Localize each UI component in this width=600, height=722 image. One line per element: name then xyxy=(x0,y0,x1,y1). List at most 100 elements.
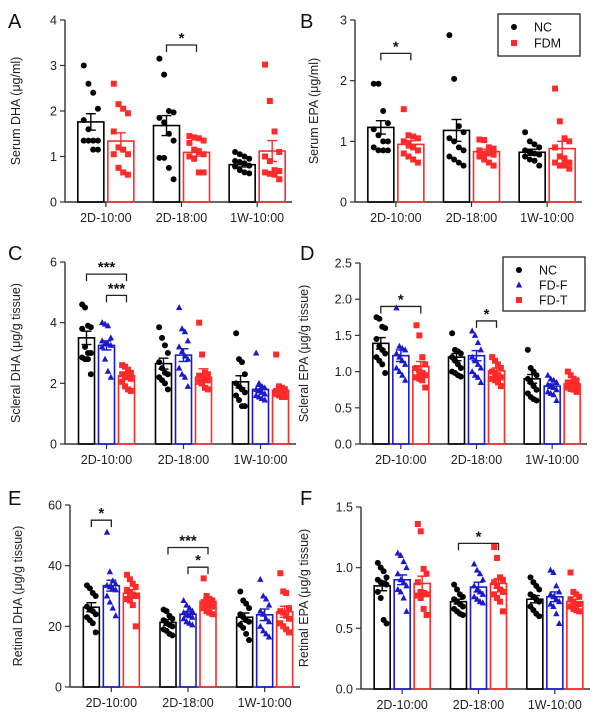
data-point-fdm xyxy=(262,61,269,68)
data-point-fdm xyxy=(186,139,193,146)
y-axis-title: Retinal EPA (μg/g tissue) xyxy=(297,529,311,667)
data-point-nc xyxy=(446,32,453,39)
data-point-fd-f xyxy=(180,597,187,604)
data-point-fd-f xyxy=(178,325,186,332)
data-point-fd-f xyxy=(397,588,404,595)
data-point-fd-f xyxy=(479,590,487,597)
data-point-fd-t xyxy=(281,393,288,400)
x-tick-label: 2D-10:00 xyxy=(80,211,131,225)
data-point-nc xyxy=(85,137,92,144)
data-point-fdm xyxy=(414,135,421,142)
x-tick-label: 1W-10:00 xyxy=(230,211,284,225)
legend-marker-fd-f xyxy=(515,281,523,288)
data-point-nc xyxy=(370,126,377,133)
y-tick-label: 2.5 xyxy=(335,257,352,271)
bar-nc xyxy=(152,124,181,203)
data-point-fd-t xyxy=(283,626,290,633)
y-tick-label: 6 xyxy=(50,256,57,270)
y-tick-label: 3 xyxy=(50,59,57,73)
y-axis-title: Serum EPA (μg/ml) xyxy=(307,58,321,164)
data-point-fd-f xyxy=(553,386,560,393)
y-tick-label: 60 xyxy=(48,499,62,513)
data-point-fd-f xyxy=(178,370,186,377)
data-point-fd-t xyxy=(123,571,130,578)
data-point-fd-t xyxy=(280,609,287,616)
data-point-nc xyxy=(526,156,533,163)
data-point-fd-f xyxy=(106,598,114,605)
data-point-fd-t xyxy=(573,388,580,395)
significance-bracket xyxy=(165,44,198,53)
data-point-fd-t xyxy=(204,386,211,393)
data-point-nc xyxy=(233,330,240,337)
data-point-fd-f xyxy=(107,334,115,341)
data-point-fdm xyxy=(186,133,193,140)
data-point-fd-t xyxy=(280,623,287,630)
data-point-nc xyxy=(246,162,253,169)
panel-f: F Retinal EPA (μg/g tissue) 0.0 0.5 1.0 1.5 2D… xyxy=(297,488,590,712)
data-point-fdm xyxy=(566,159,573,166)
data-point-nc xyxy=(232,148,239,155)
data-point-nc xyxy=(80,117,87,124)
data-point-fd-t xyxy=(281,386,288,393)
data-point-fd-f xyxy=(265,633,273,640)
data-point-nc xyxy=(161,71,168,78)
data-point-nc xyxy=(382,370,389,377)
data-point-fd-t xyxy=(417,595,424,601)
data-point-fdm xyxy=(262,153,269,160)
significance-label: * xyxy=(484,306,490,323)
data-point-fd-t xyxy=(204,371,211,378)
data-point-fd-t xyxy=(119,378,126,385)
data-point-nc xyxy=(246,636,253,643)
data-point-nc xyxy=(533,386,540,393)
data-point-nc xyxy=(460,129,467,136)
significance-bracket xyxy=(457,542,500,551)
data-point-fdm xyxy=(200,137,207,144)
data-point-fd-t xyxy=(414,579,421,586)
data-point-nc xyxy=(455,159,462,166)
data-point-fd-f xyxy=(189,621,196,628)
x-tick-label: 2D-18:00 xyxy=(156,211,207,225)
data-point-fd-f xyxy=(180,615,187,622)
data-point-nc xyxy=(238,359,245,366)
data-point-nc xyxy=(459,611,466,618)
x-tick-label: 2D-18:00 xyxy=(451,453,502,467)
data-point-nc xyxy=(382,350,389,357)
data-point-fd-f xyxy=(468,353,476,360)
data-point-fd-t xyxy=(200,605,207,612)
data-point-fd-f xyxy=(474,360,482,367)
data-point-fdm xyxy=(191,146,198,153)
data-point-fd-f xyxy=(479,576,487,583)
data-point-nc xyxy=(522,147,529,154)
legend-label-nc: NC xyxy=(534,21,552,35)
data-point-nc xyxy=(156,359,163,366)
data-point-fd-t xyxy=(492,357,499,364)
data-point-fd-f xyxy=(401,360,409,367)
x-tick-label: 2D-18:00 xyxy=(446,211,497,225)
data-point-fd-f xyxy=(265,601,273,608)
data-point-fdm xyxy=(490,162,497,169)
y-tick-label: 0 xyxy=(340,196,347,210)
data-point-fd-f xyxy=(547,590,554,597)
data-point-fd-f xyxy=(103,592,111,599)
data-point-fdm xyxy=(561,162,568,169)
x-tick-label: 2D-10:00 xyxy=(86,696,137,710)
significance-label: * xyxy=(398,291,404,308)
significance-label: * xyxy=(476,528,482,545)
data-point-fd-t xyxy=(204,377,211,384)
data-point-fdm xyxy=(271,171,278,178)
data-point-fd-t xyxy=(567,569,574,576)
data-point-nc xyxy=(82,304,89,311)
data-point-fd-f xyxy=(261,390,269,397)
data-point-nc xyxy=(451,75,458,82)
data-point-fd-f xyxy=(403,607,410,614)
bar-nc xyxy=(367,126,395,203)
data-point-fd-f xyxy=(468,368,476,375)
data-point-fd-t xyxy=(491,579,498,586)
data-point-fd-f xyxy=(107,341,115,348)
data-point-nc xyxy=(536,144,543,151)
data-point-nc xyxy=(527,574,534,581)
data-point-fd-t xyxy=(199,380,206,387)
data-point-fdm xyxy=(115,144,122,151)
significance-bracket xyxy=(85,273,128,282)
data-point-fdm xyxy=(271,167,278,174)
